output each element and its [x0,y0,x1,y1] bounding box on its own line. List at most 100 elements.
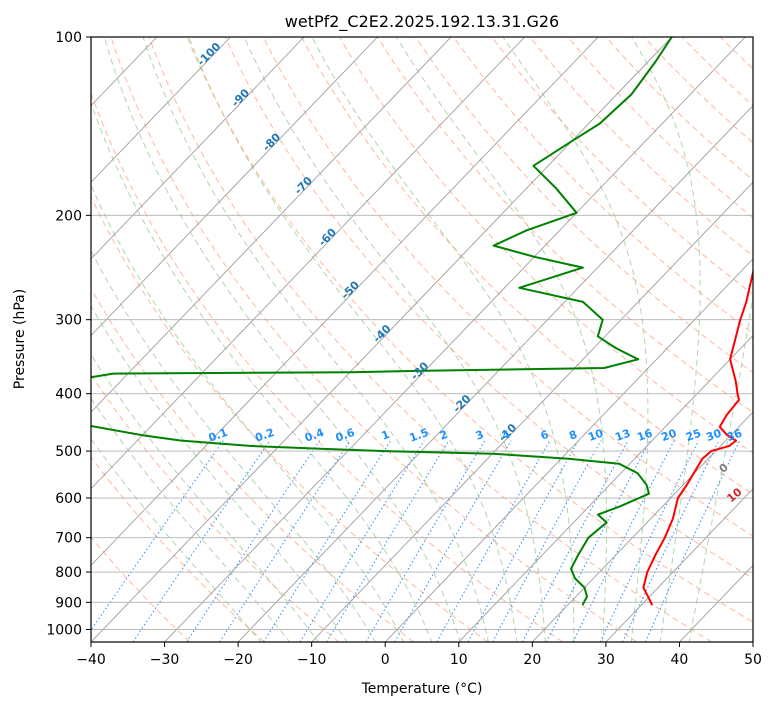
mixing-ratio-line [365,440,486,642]
dry-adiabat-line [148,37,713,642]
x-axis: −40 −30 −20 −10 0 10 20 30 40 50 [76,642,762,668]
x-tick-label: −40 [76,652,106,668]
x-tick-label: 40 [671,652,689,668]
mixing-ratio-line [572,440,675,642]
isotherm-line [91,37,599,567]
mixing-ratio-label: 0.4 [303,426,326,445]
moist-adiabat-line [188,37,518,642]
mixing-ratio-label: 0.1 [207,426,230,445]
mixing-ratio-line [132,440,271,642]
mixing-ratio-label: 4 [500,428,512,443]
plot-area: -100-90-80-70-60-50-40-30-20-100.1 0.2 0.4… [91,37,753,642]
mixing-ratio-label: 13 [613,427,632,444]
mixing-ratio-line [263,440,392,642]
dry-adiabat-line [91,456,265,642]
series-layer [91,37,753,606]
moist-adiabats-layer [91,37,753,642]
mixing-ratio-label: 25 [684,427,703,444]
dry-adiabat-line [91,91,563,642]
mixing-ratio-label: 1.5 [408,426,431,445]
mixing-ratio-label: 16 [635,426,654,444]
y-tick-label: 100 [55,30,82,46]
mixing-ratio-line [299,440,425,642]
y-tick-label: 1000 [46,622,82,638]
x-tick-label: 20 [523,652,541,668]
mixing-ratio-line [467,440,579,642]
plot-frame [90,36,754,643]
mixing-ratio-label: 10 [586,426,605,444]
mixing-ratio-label: 0.2 [253,426,276,445]
y-tick-label: 800 [55,565,82,581]
mixing-ratio-line [186,440,321,642]
y-tick-label: 700 [55,531,82,547]
x-tick-label: 50 [744,652,762,668]
dewpoint-profile-line [91,37,673,606]
isotherm-line [91,37,452,413]
mixing-ratio-line [91,440,224,632]
mixing-ratio-label: 3 [474,428,486,443]
mixing-ratio-label: 0.6 [334,426,357,445]
moist-adiabat-line [103,37,461,642]
y-tick-label: 900 [55,595,82,611]
mixing-ratio-label: 6 [539,428,551,443]
chart-title: wetPf2_C2E2.2025.192.13.31.G26 [285,12,559,32]
moist-adiabat-line [91,438,262,642]
isotherm-line [237,105,753,642]
mixing-ratio-label: 30 [704,426,723,444]
x-axis-label: Temperature (°C) [361,681,483,697]
mixing-ratio-label: 20 [659,426,678,444]
y-tick-label: 200 [55,208,82,224]
x-tick-label: −30 [150,652,180,668]
dry-adiabat-line [91,195,489,642]
mixing-ratio-line [492,440,602,642]
isotherm-line [91,37,526,490]
isotherm-line [91,37,231,183]
mixing-ratio-label: 2 [438,428,450,443]
y-tick-label: 300 [55,313,82,329]
mixing-ratio-label: 36 [725,426,744,444]
isotherm-line [91,37,378,337]
dry-adiabat-line [91,373,340,642]
isotherm-line [605,488,753,642]
dry-adiabat-line [415,37,753,374]
moist-adiabat-line [142,37,489,642]
mixing-ratio-label: 1 [380,428,392,443]
moist-adiabat-line [311,37,575,642]
mixing-ratio-line [326,440,450,642]
isotherm-line [91,37,673,642]
mixing-ratio-line [219,440,351,642]
temperature-profile-line [642,268,753,606]
dry-adiabat-line [491,37,753,295]
isotherm-line [164,37,746,642]
moist-adiabat-line [91,353,320,642]
moist-adiabat-line [91,101,433,642]
mixing-ratio-label: 8 [567,428,579,443]
isotherm-line [532,411,753,642]
moist-adiabat-line [91,249,376,642]
moist-adiabat-line [91,305,348,642]
moist-adiabat-line [688,291,753,642]
isotherm-line [91,37,305,260]
dry-adiabat-line [186,37,753,623]
x-tick-label: −20 [223,652,253,668]
y-tick-label: 600 [55,491,82,507]
y-axis-label: Pressure (hPa) [12,289,28,389]
dry-adiabat-line [110,37,638,642]
y-tick-label: 400 [55,387,82,403]
x-tick-label: −10 [297,652,327,668]
mixing-ratio-line [599,440,700,642]
moist-adiabat-line [631,37,701,642]
x-tick-label: 10 [450,652,468,668]
isobars-layer [91,37,753,630]
x-tick-label: 30 [597,652,615,668]
y-axis: 100 200 300 400 500 600 700 800 900 1000 [46,30,91,638]
x-tick-label: 0 [381,652,390,668]
y-tick-label: 500 [55,444,82,460]
isotherm-line [458,334,753,642]
dry-adiabat-line [453,37,753,334]
moist-adiabat-line [502,37,649,642]
moist-adiabat-line [243,37,546,642]
moist-adiabat-line [91,397,291,642]
